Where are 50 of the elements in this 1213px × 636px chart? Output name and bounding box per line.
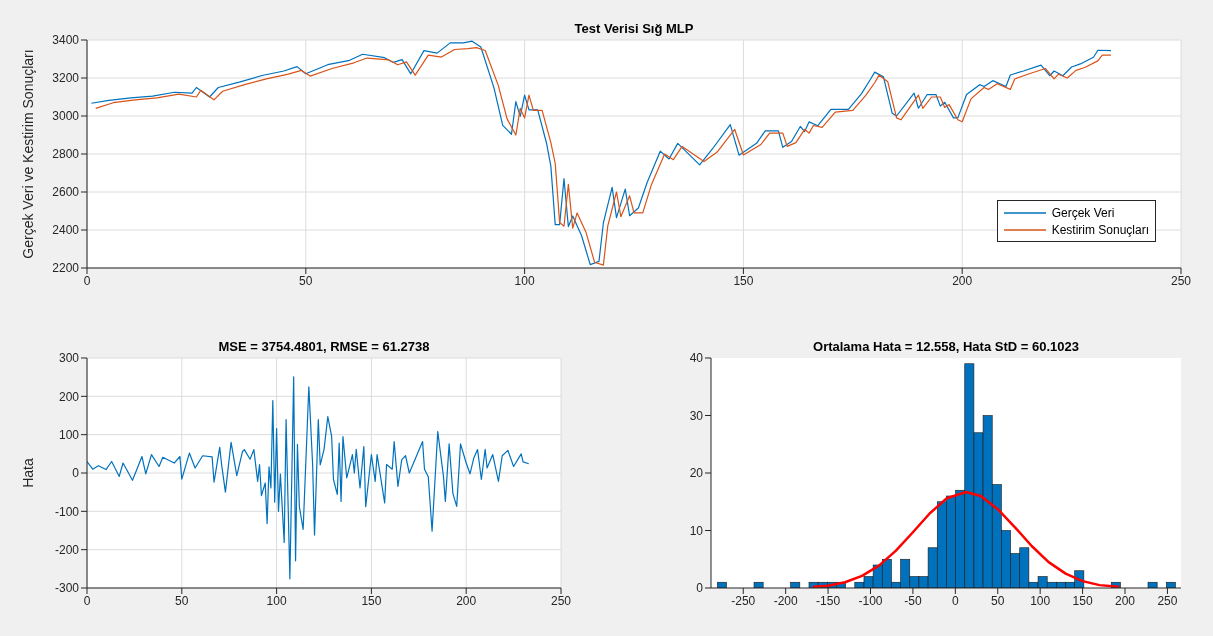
x-tick-label: -150: [816, 593, 841, 608]
y-tick-label: -300: [54, 581, 80, 596]
y-tick-label: 300: [58, 351, 80, 366]
x-tick-label: 0: [83, 593, 91, 608]
y-tick-label: 40: [689, 351, 704, 366]
y-tick-label: 2400: [52, 223, 80, 238]
x-tick-label: 200: [1114, 593, 1136, 608]
y-tick-label: 2600: [52, 185, 80, 200]
x-tick-label: -250: [731, 593, 756, 608]
x-tick-label: 100: [514, 273, 535, 288]
x-tick-label: 50: [175, 593, 189, 608]
x-tick-label: 200: [952, 273, 973, 288]
line-series: [87, 376, 530, 580]
legend-label: Kestirim Sonuçları: [1051, 222, 1149, 237]
y-tick-label: 0: [696, 581, 704, 596]
x-tick-label: 250: [1157, 593, 1178, 608]
x-tick-label: -200: [773, 593, 798, 608]
y-axis-title: Hata: [19, 458, 36, 488]
chart-title: Test Verisi Sığ MLP: [573, 21, 695, 36]
y-tick-label: 3000: [52, 109, 80, 124]
y-tick-label: 100: [58, 427, 80, 442]
chart-title: Ortalama Hata = 12.558, Hata StD = 60.1023: [812, 339, 1080, 354]
x-tick-label: 0: [83, 273, 91, 288]
y-tick-label: -100: [54, 504, 80, 519]
y-tick-label: 0: [72, 466, 80, 481]
chart-title: MSE = 3754.4801, RMSE = 61.2738: [217, 339, 431, 354]
x-tick-label: -50: [904, 593, 922, 608]
y-tick-label: 3200: [52, 71, 80, 86]
x-tick-label: 50: [991, 593, 1005, 608]
x-tick-label: 200: [456, 593, 477, 608]
y-tick-label: 10: [689, 523, 704, 538]
x-tick-label: 0: [951, 593, 959, 608]
legend-label: Gerçek Veri: [1051, 205, 1115, 220]
y-tick-label: 3400: [52, 33, 80, 48]
y-tick-label: 20: [689, 466, 704, 481]
y-tick-label: -200: [54, 542, 80, 557]
x-tick-label: 50: [299, 273, 313, 288]
y-axis-title: Gerçek Veri ve Kestirim Sonuçları: [19, 49, 36, 259]
x-tick-label: -100: [858, 593, 883, 608]
y-tick-label: 30: [689, 408, 704, 423]
x-tick-label: 100: [1030, 593, 1051, 608]
x-tick-label: 150: [733, 273, 754, 288]
y-tick-label: 200: [58, 389, 80, 404]
x-tick-label: 150: [361, 593, 382, 608]
x-tick-label: 100: [266, 593, 287, 608]
x-tick-label: 250: [1170, 273, 1192, 288]
x-tick-label: 250: [550, 593, 572, 608]
y-tick-label: 2800: [52, 147, 80, 162]
y-tick-label: 2200: [52, 261, 80, 276]
x-tick-label: 150: [1072, 593, 1093, 608]
